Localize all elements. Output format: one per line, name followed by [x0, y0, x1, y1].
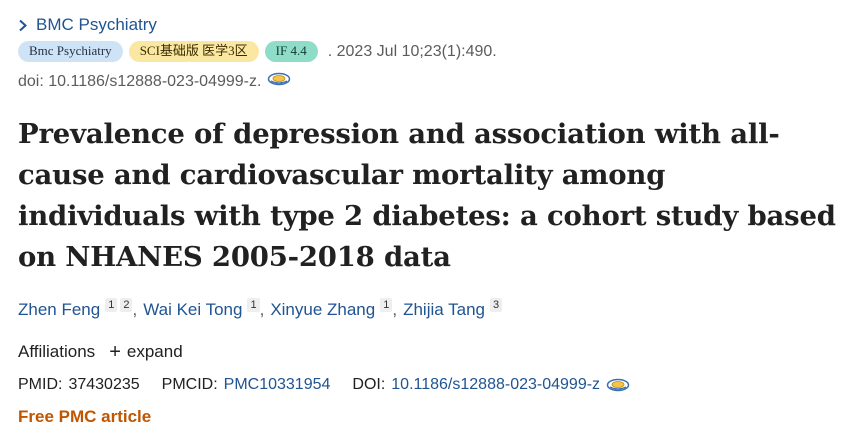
free-pmc-article-label[interactable]: Free PMC article [18, 407, 152, 426]
citation-text: . 2023 Jul 10;23(1):490. [327, 42, 497, 60]
impact-factor-badge[interactable]: IF 4.4 [264, 41, 318, 62]
chevron-right-icon [19, 19, 27, 31]
journal-badge[interactable]: Bmc Psychiatry [18, 41, 123, 62]
author-link[interactable]: Wai Kei Tong [143, 300, 243, 319]
pmid-label: PMID: [18, 376, 63, 393]
journal-name: BMC Psychiatry [36, 15, 157, 34]
doi-lookup-icon[interactable] [606, 377, 630, 393]
affiliation-number[interactable]: 2 [120, 298, 133, 312]
affiliations-section: Affiliations + expand [18, 342, 183, 362]
pmid-value: 37430235 [68, 376, 140, 393]
affiliations-label: Affiliations [18, 342, 96, 361]
affiliation-number[interactable]: 1 [380, 298, 393, 312]
pmcid-link[interactable]: PMC10331954 [223, 376, 331, 393]
affiliation-number[interactable]: 1 [105, 298, 118, 312]
doi-label: DOI: [352, 376, 386, 393]
sci-badge[interactable]: SCI基础版 医学3区 [128, 41, 259, 62]
author-link[interactable]: Zhen Feng [18, 300, 101, 319]
expand-affiliations-button[interactable]: + expand [109, 342, 182, 362]
pmcid-label: PMCID: [161, 376, 218, 393]
author-list: Zhen Feng 1 2, Wai Kei Tong 1, Xinyue Zhang 1,… [18, 298, 503, 320]
author-separator: , [132, 300, 138, 319]
doi-text: doi: 10.1186/s12888-023-04999-z. [18, 72, 262, 90]
doi-lookup-icon[interactable] [267, 71, 291, 92]
expand-label: expand [126, 342, 183, 361]
doi-line: doi: 10.1186/s12888-023-04999-z. [18, 71, 291, 92]
journal-link[interactable]: BMC Psychiatry [18, 15, 157, 35]
author-link[interactable]: Xinyue Zhang [270, 300, 376, 319]
plus-icon: + [109, 340, 121, 363]
affiliation-number[interactable]: 1 [247, 298, 260, 312]
doi-link[interactable]: 10.1186/s12888-023-04999-z [391, 376, 601, 393]
article-title: Prevalence of depression and association… [18, 118, 836, 273]
article-identifiers: PMID: 37430235 PMCID: PMC10331954 DOI: 1… [18, 376, 630, 394]
author-separator: , [259, 300, 265, 319]
affiliation-number[interactable]: 3 [489, 298, 503, 312]
author-link[interactable]: Zhijia Tang [403, 300, 485, 319]
journal-badges: Bmc Psychiatry SCI基础版 医学3区 IF 4.4 . 2023… [18, 41, 497, 62]
author-separator: , [392, 300, 398, 319]
